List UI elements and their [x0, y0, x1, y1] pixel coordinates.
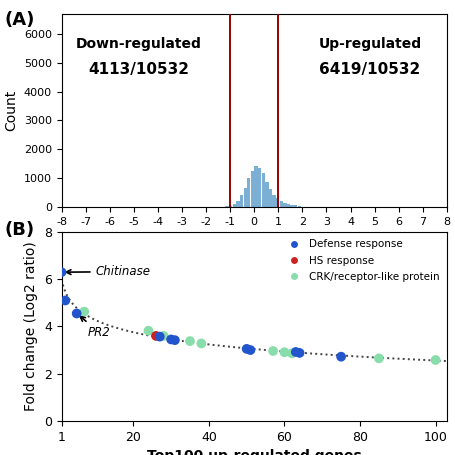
Point: [171, 337, 178, 344]
Bar: [228, 206, 232, 207]
Point: [186, 338, 193, 345]
Bar: [275, 198, 279, 207]
Bar: [265, 182, 268, 207]
Point: [160, 332, 167, 339]
Point: [243, 345, 250, 353]
Bar: [243, 188, 246, 207]
Point: [246, 346, 253, 354]
Point: [58, 268, 65, 276]
Text: PR2: PR2: [80, 316, 111, 339]
Point: [374, 355, 382, 362]
Y-axis label: Count: Count: [4, 90, 18, 131]
Bar: [272, 196, 275, 207]
Point: [292, 349, 299, 356]
Bar: [258, 168, 261, 207]
Bar: [261, 173, 264, 207]
Point: [145, 327, 152, 334]
Point: [73, 310, 80, 317]
X-axis label: Fold change (Log2): Fold change (Log2): [178, 233, 329, 246]
Bar: [279, 202, 283, 207]
Text: (B): (B): [5, 221, 35, 239]
Point: [337, 353, 344, 360]
Bar: [297, 206, 300, 207]
Bar: [286, 204, 289, 207]
Text: Chitinase: Chitinase: [66, 265, 150, 278]
Bar: [247, 178, 250, 207]
Text: Up-regulated: Up-regulated: [318, 37, 420, 51]
Point: [61, 297, 69, 304]
Bar: [239, 195, 243, 207]
Point: [156, 333, 163, 340]
Y-axis label: Fold change (Log2 ratio): Fold change (Log2 ratio): [24, 242, 38, 411]
Point: [431, 356, 438, 364]
Bar: [268, 189, 272, 207]
Point: [280, 349, 288, 356]
Bar: [236, 201, 239, 207]
Text: 4113/10532: 4113/10532: [88, 62, 189, 77]
Point: [167, 336, 174, 343]
X-axis label: Top100 up-regulated genes: Top100 up-regulated genes: [147, 449, 361, 455]
Text: 6419/10532: 6419/10532: [318, 62, 420, 77]
Bar: [293, 205, 297, 207]
Bar: [283, 203, 286, 207]
Point: [152, 332, 159, 339]
Legend: Defense response, HS response, CRK/receptor-like protein: Defense response, HS response, CRK/recep…: [281, 237, 441, 284]
Point: [269, 347, 276, 354]
Bar: [254, 166, 257, 207]
Text: Down-regulated: Down-regulated: [76, 37, 201, 51]
Point: [295, 349, 303, 357]
Point: [288, 350, 295, 357]
Point: [81, 308, 88, 315]
Bar: [290, 205, 293, 207]
Bar: [250, 171, 253, 207]
Text: (A): (A): [5, 11, 35, 30]
Bar: [232, 204, 236, 207]
Point: [197, 340, 205, 347]
